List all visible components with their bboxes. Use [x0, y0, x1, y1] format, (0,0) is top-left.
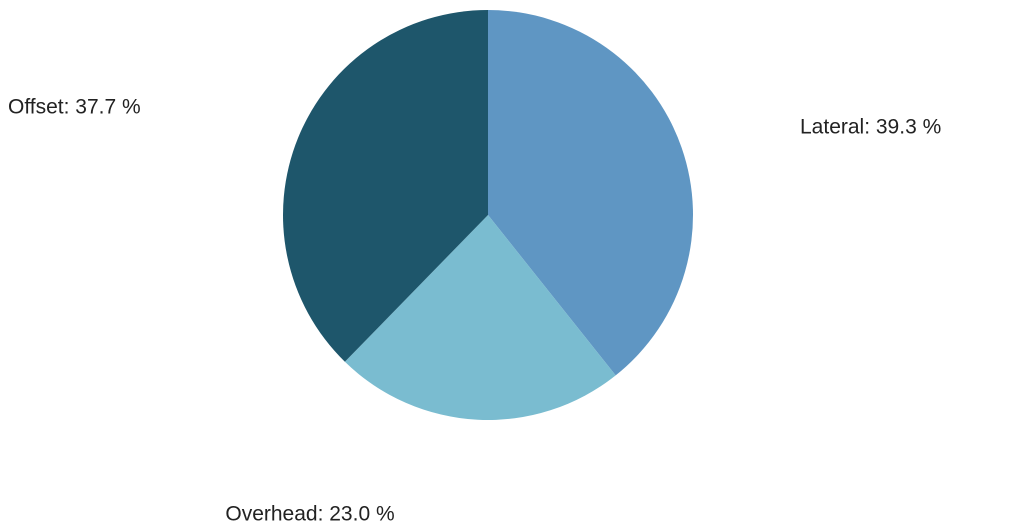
pie-slice	[488, 10, 693, 376]
slice-label: Lateral: 39.3 %	[800, 116, 941, 139]
slice-label: Overhead: 23.0 %	[225, 503, 394, 526]
pie-slice	[283, 9, 488, 362]
slice-label: Offset: 37.7 %	[8, 96, 141, 119]
pie-slice	[344, 215, 616, 420]
